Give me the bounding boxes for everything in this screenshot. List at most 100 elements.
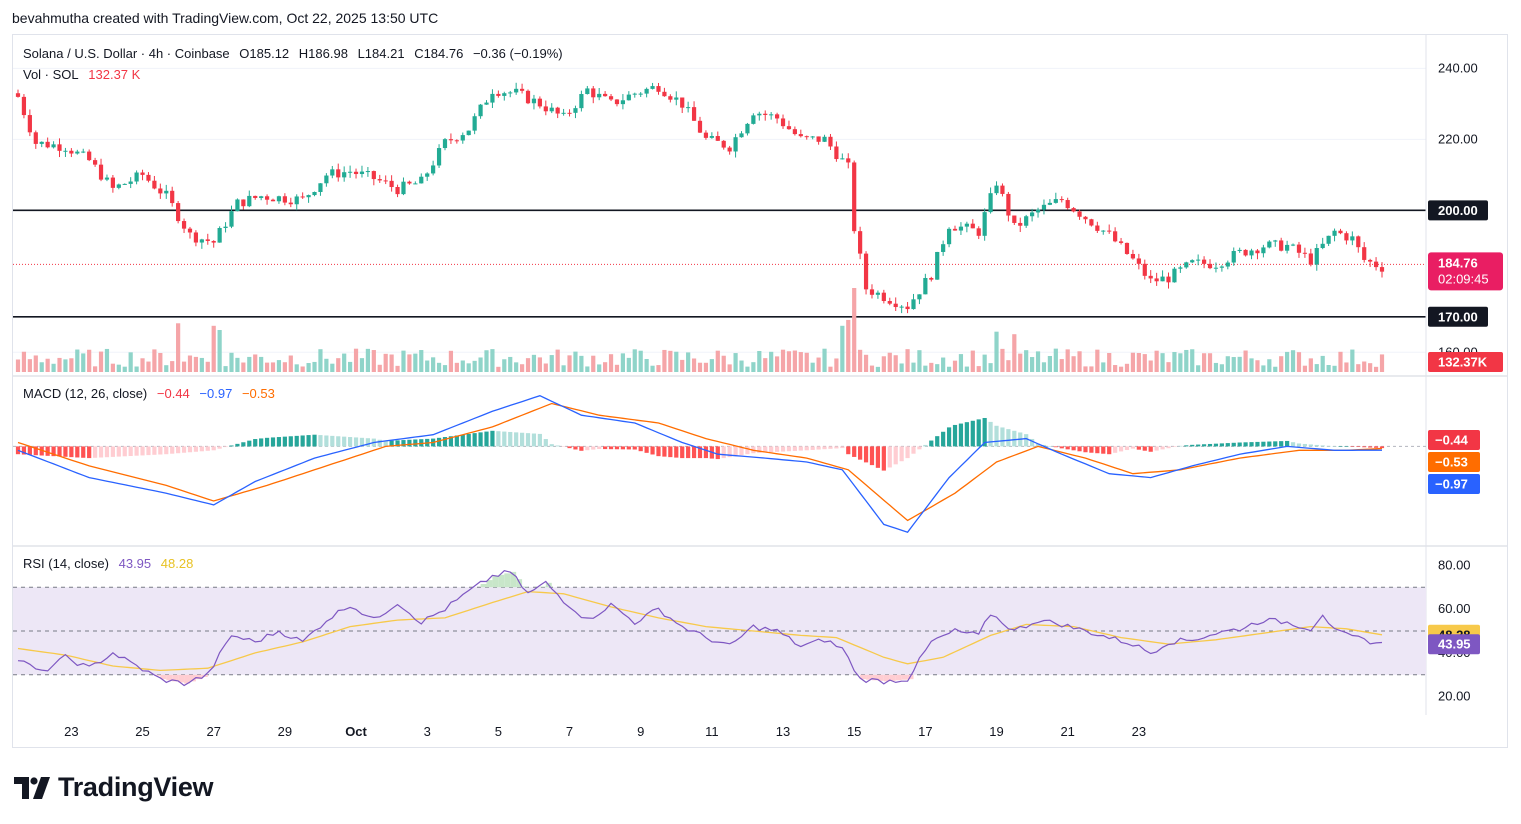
macd-histogram-bar: [1190, 444, 1195, 447]
macd-histogram-bar: [98, 446, 104, 458]
macd-histogram-bar: [158, 446, 163, 455]
macd-histogram-bar: [1302, 443, 1308, 447]
volume-bar: [359, 358, 365, 372]
macd-histogram-bar: [193, 446, 199, 452]
candle-body: [929, 277, 934, 280]
candle-body: [774, 114, 780, 119]
volume-bar: [608, 354, 614, 372]
volume-bar: [899, 363, 904, 372]
candle-body: [241, 199, 246, 207]
footer-brand: TradingView: [58, 772, 214, 802]
macd-histogram-bar: [804, 446, 809, 451]
time-tick-label: 13: [776, 724, 790, 739]
volume-bar: [1237, 356, 1242, 372]
volume-bar: [223, 366, 228, 372]
volume-bar: [1273, 366, 1278, 372]
volume-bar: [241, 362, 246, 372]
tradingview-logo[interactable]: TradingView: [14, 772, 214, 803]
macd-histogram-bar: [454, 435, 459, 447]
candle-body: [205, 239, 210, 241]
volume-bar: [104, 348, 110, 372]
candle-body: [92, 160, 98, 165]
candle-body: [1207, 263, 1213, 269]
candle-body: [336, 169, 341, 178]
volume-bar: [626, 357, 631, 372]
macd-histogram-bar: [33, 446, 38, 456]
rsi-oversold-fill: [860, 674, 867, 680]
macd-histogram-bar: [1261, 441, 1266, 447]
volume-bar: [1030, 357, 1035, 372]
macd-histogram-bar: [1166, 446, 1171, 449]
candle-body: [514, 88, 519, 93]
macd-histogram-bar: [164, 446, 169, 455]
macd-histogram-bar: [1118, 446, 1124, 452]
volume-bar: [1154, 350, 1159, 372]
candle-body: [1296, 244, 1302, 253]
macd-histogram-bar: [614, 446, 620, 450]
macd-label-text: −0.44: [1435, 433, 1469, 448]
volume-bar: [81, 353, 86, 372]
candle-body: [383, 180, 388, 182]
volume-bar: [697, 362, 703, 372]
volume-label[interactable]: Vol · SOL: [23, 67, 79, 82]
time-tick-label: 29: [278, 724, 292, 739]
macd-label[interactable]: MACD (12, 26, close): [23, 386, 148, 401]
volume-bar: [591, 355, 596, 372]
candle-body: [413, 183, 418, 185]
macd-histogram-bar: [537, 433, 542, 447]
macd-histogram-bar: [644, 446, 649, 453]
macd-histogram-bar: [1267, 441, 1272, 447]
volume-bar: [869, 365, 875, 372]
volume-bar: [733, 353, 738, 372]
macd-histogram-bar: [893, 446, 898, 465]
candle-body: [75, 151, 80, 154]
candle-body: [478, 104, 483, 117]
macd-histogram-bar: [419, 439, 424, 447]
macd-histogram-bar: [21, 446, 27, 455]
macd-histogram-bar: [253, 439, 258, 447]
macd-histogram-bar: [514, 432, 519, 447]
candle-body: [176, 203, 181, 222]
candle-body: [614, 99, 620, 105]
candle-body: [199, 239, 204, 243]
macd-histogram-bar: [353, 437, 359, 447]
candle-body: [525, 90, 531, 104]
volume-bar: [1184, 349, 1189, 372]
volume-bar: [769, 351, 774, 372]
volume-bar: [1255, 360, 1260, 372]
macd-histogram-bar: [342, 436, 347, 447]
volume-bar: [1118, 366, 1124, 372]
time-tick-label: 23: [1132, 724, 1146, 739]
volume-bar: [21, 351, 27, 372]
volume-bar: [1172, 352, 1177, 372]
candle-body: [187, 228, 193, 233]
rsi-oversold-fill: [901, 674, 908, 680]
macd-histogram-bar: [1077, 446, 1082, 452]
candle-body: [1012, 215, 1017, 223]
volume-bar: [834, 358, 839, 372]
open-value: O185.12: [239, 46, 290, 61]
candle-body: [1338, 230, 1343, 234]
volume-bar: [1285, 351, 1290, 372]
volume-bar: [923, 365, 928, 372]
candle-body: [899, 306, 904, 308]
candle-body: [745, 123, 750, 134]
macd-line: [17, 395, 1382, 533]
candle-body: [158, 188, 163, 194]
candle-body: [1273, 240, 1278, 242]
macd-histogram-bar: [1231, 442, 1236, 447]
macd-histogram-bar: [774, 446, 780, 452]
macd-histogram-bar: [970, 420, 975, 447]
volume-bar: [496, 366, 501, 372]
symbol-description[interactable]: Solana / U.S. Dollar · 4h · Coinbase: [23, 46, 230, 61]
volume-bar: [235, 357, 240, 372]
legend-macd: MACD (12, 26, close) −0.44 −0.97 −0.53: [23, 386, 281, 401]
macd-histogram-bar: [519, 432, 525, 447]
volume-bar: [1136, 353, 1141, 372]
macd-histogram-bar: [69, 446, 74, 458]
candle-body: [1053, 199, 1058, 203]
rsi-label[interactable]: RSI (14, close): [23, 556, 109, 571]
volume-bar: [691, 358, 697, 372]
candle-body: [905, 306, 910, 310]
